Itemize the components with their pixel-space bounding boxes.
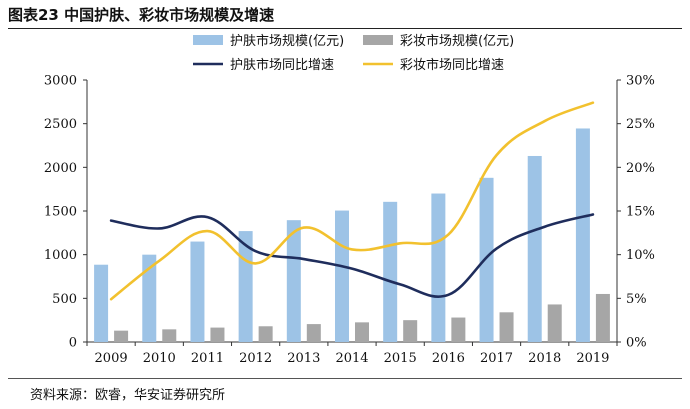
makeup-bar	[258, 326, 273, 342]
makeup-bar	[162, 329, 177, 342]
y-tick-label-right: 30%	[626, 74, 655, 89]
x-tick-label: 2010	[143, 351, 176, 366]
source-rule	[8, 378, 682, 379]
legend-makeup-size-swatch	[363, 35, 393, 45]
makeup-bar	[355, 322, 369, 342]
skincare-bar	[527, 155, 542, 342]
makeup-bar	[499, 312, 514, 342]
y-tick-label-left: 2500	[44, 117, 77, 132]
y-tick-label-right: 15%	[626, 205, 655, 220]
x-tick-label: 2009	[95, 351, 128, 366]
makeup-bar	[210, 327, 225, 342]
skincare-bar	[94, 264, 109, 342]
y-tick-label-right: 25%	[626, 117, 655, 132]
legend-makeup-growth-label: 彩妆市场同比增速	[400, 57, 504, 73]
legend-skincare-size-label: 护肤市场规模(亿元)	[230, 33, 344, 49]
x-tick-label: 2014	[335, 351, 368, 366]
x-tick-label: 2011	[191, 351, 224, 366]
y-tick-label-left: 3000	[44, 74, 77, 89]
lines	[109, 101, 595, 301]
skincare-bar	[190, 241, 205, 342]
makeup-bar	[114, 330, 129, 342]
skincare-growth-line	[109, 213, 595, 298]
skincare-bar	[575, 128, 590, 342]
source-note: 资料来源：欧睿，华安证券研究所	[30, 388, 226, 403]
legend-skincare-growth-label: 护肤市场同比增速	[230, 57, 334, 73]
y-tick-label-left: 1500	[44, 205, 77, 220]
makeup-bar	[547, 304, 562, 342]
skincare-bar	[286, 220, 301, 342]
makeup-bar	[451, 317, 466, 342]
makeup-bar	[306, 324, 321, 342]
legend: 护肤市场规模(亿元) 彩妆市场规模(亿元) 护肤市场同比增速 彩妆市场同比增速	[193, 33, 514, 73]
axes: 0 500 1000 1500 2000 2500 3000 0% 5% 10% 15% 20% 25%…	[44, 74, 655, 367]
title-rule	[8, 28, 682, 29]
x-tick-label: 2015	[384, 351, 417, 366]
y-tick-label-left: 500	[52, 292, 77, 307]
skincare-bar	[383, 201, 398, 342]
x-tick-label: 2013	[287, 351, 320, 366]
y-tick-label-left: 1000	[44, 248, 77, 263]
skincare-bar	[335, 210, 349, 342]
y-tick-label-right: 10%	[626, 248, 655, 263]
figure-title: 图表23 中国护肤、彩妆市场规模及增速	[8, 6, 275, 24]
y-tick-label-right: 0%	[626, 336, 647, 351]
legend-skincare-size-swatch	[193, 35, 223, 45]
makeup-bar	[403, 320, 418, 342]
legend-makeup-size-label: 彩妆市场规模(亿元)	[400, 33, 514, 49]
makeup-bar	[595, 293, 610, 342]
bars	[94, 128, 610, 342]
y-tick-label-right: 20%	[626, 161, 655, 176]
x-tick-label: 2018	[528, 351, 561, 366]
y-tick-label-left: 2000	[44, 161, 77, 176]
x-tick-label: 2019	[576, 351, 609, 366]
skincare-bar	[479, 177, 494, 342]
skincare-bar	[431, 193, 446, 342]
makeup-growth-line	[109, 101, 595, 301]
x-tick-label: 2017	[480, 351, 513, 366]
x-tick-label: 2012	[239, 351, 272, 366]
y-tick-label-right: 5%	[626, 292, 647, 307]
skincare-bar	[142, 254, 157, 342]
y-tick-label-left: 0	[69, 336, 77, 351]
x-tick-label: 2016	[432, 351, 465, 366]
